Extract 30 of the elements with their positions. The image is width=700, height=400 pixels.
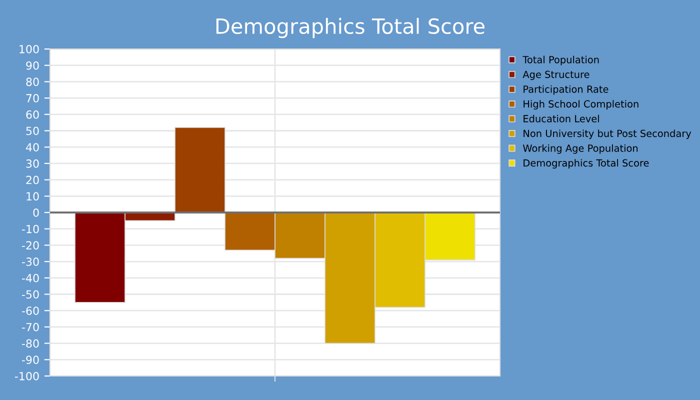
legend-label: Working Age Population: [522, 144, 638, 154]
y-tick-label: 40: [26, 143, 39, 152]
y-tick-label: -100: [14, 372, 39, 380]
y-tick-label: -20: [22, 241, 39, 250]
y-tick-label: -90: [22, 356, 39, 364]
legend-label: Total Population: [522, 56, 599, 66]
y-tick-label: 50: [26, 126, 39, 136]
legend-label: Education Level: [524, 114, 599, 122]
chart-title: Demographics Total Score: [216, 18, 484, 38]
y-tick-label: 0: [33, 208, 39, 217]
y-tick-label: -80: [22, 339, 39, 348]
y-tick-label: 10: [26, 192, 39, 201]
legend-label: Non University but Post Secondary: [524, 130, 692, 139]
y-tick-label: 100: [20, 44, 39, 54]
y-tick-label: -60: [22, 306, 39, 315]
y-tick-label: -40: [22, 274, 39, 282]
y-tick-label: 30: [26, 159, 39, 168]
y-tick-label: 80: [26, 78, 39, 86]
y-tick-label: -30: [22, 258, 39, 266]
y-tick-label: 20: [26, 176, 39, 184]
y-tick-label: 70: [26, 94, 39, 102]
y-tick-label: 90: [26, 61, 39, 70]
y-tick-label: -10: [22, 224, 39, 234]
legend-label: Age Structure: [522, 70, 590, 80]
legend-label: Participation Rate: [524, 85, 608, 95]
y-tick-label: 60: [26, 110, 39, 119]
y-tick-label: -50: [22, 290, 39, 299]
legend-label: High School Completion: [524, 100, 638, 110]
legend-label: Demographics Total Score: [524, 159, 649, 169]
y-tick-label: -70: [22, 322, 39, 332]
